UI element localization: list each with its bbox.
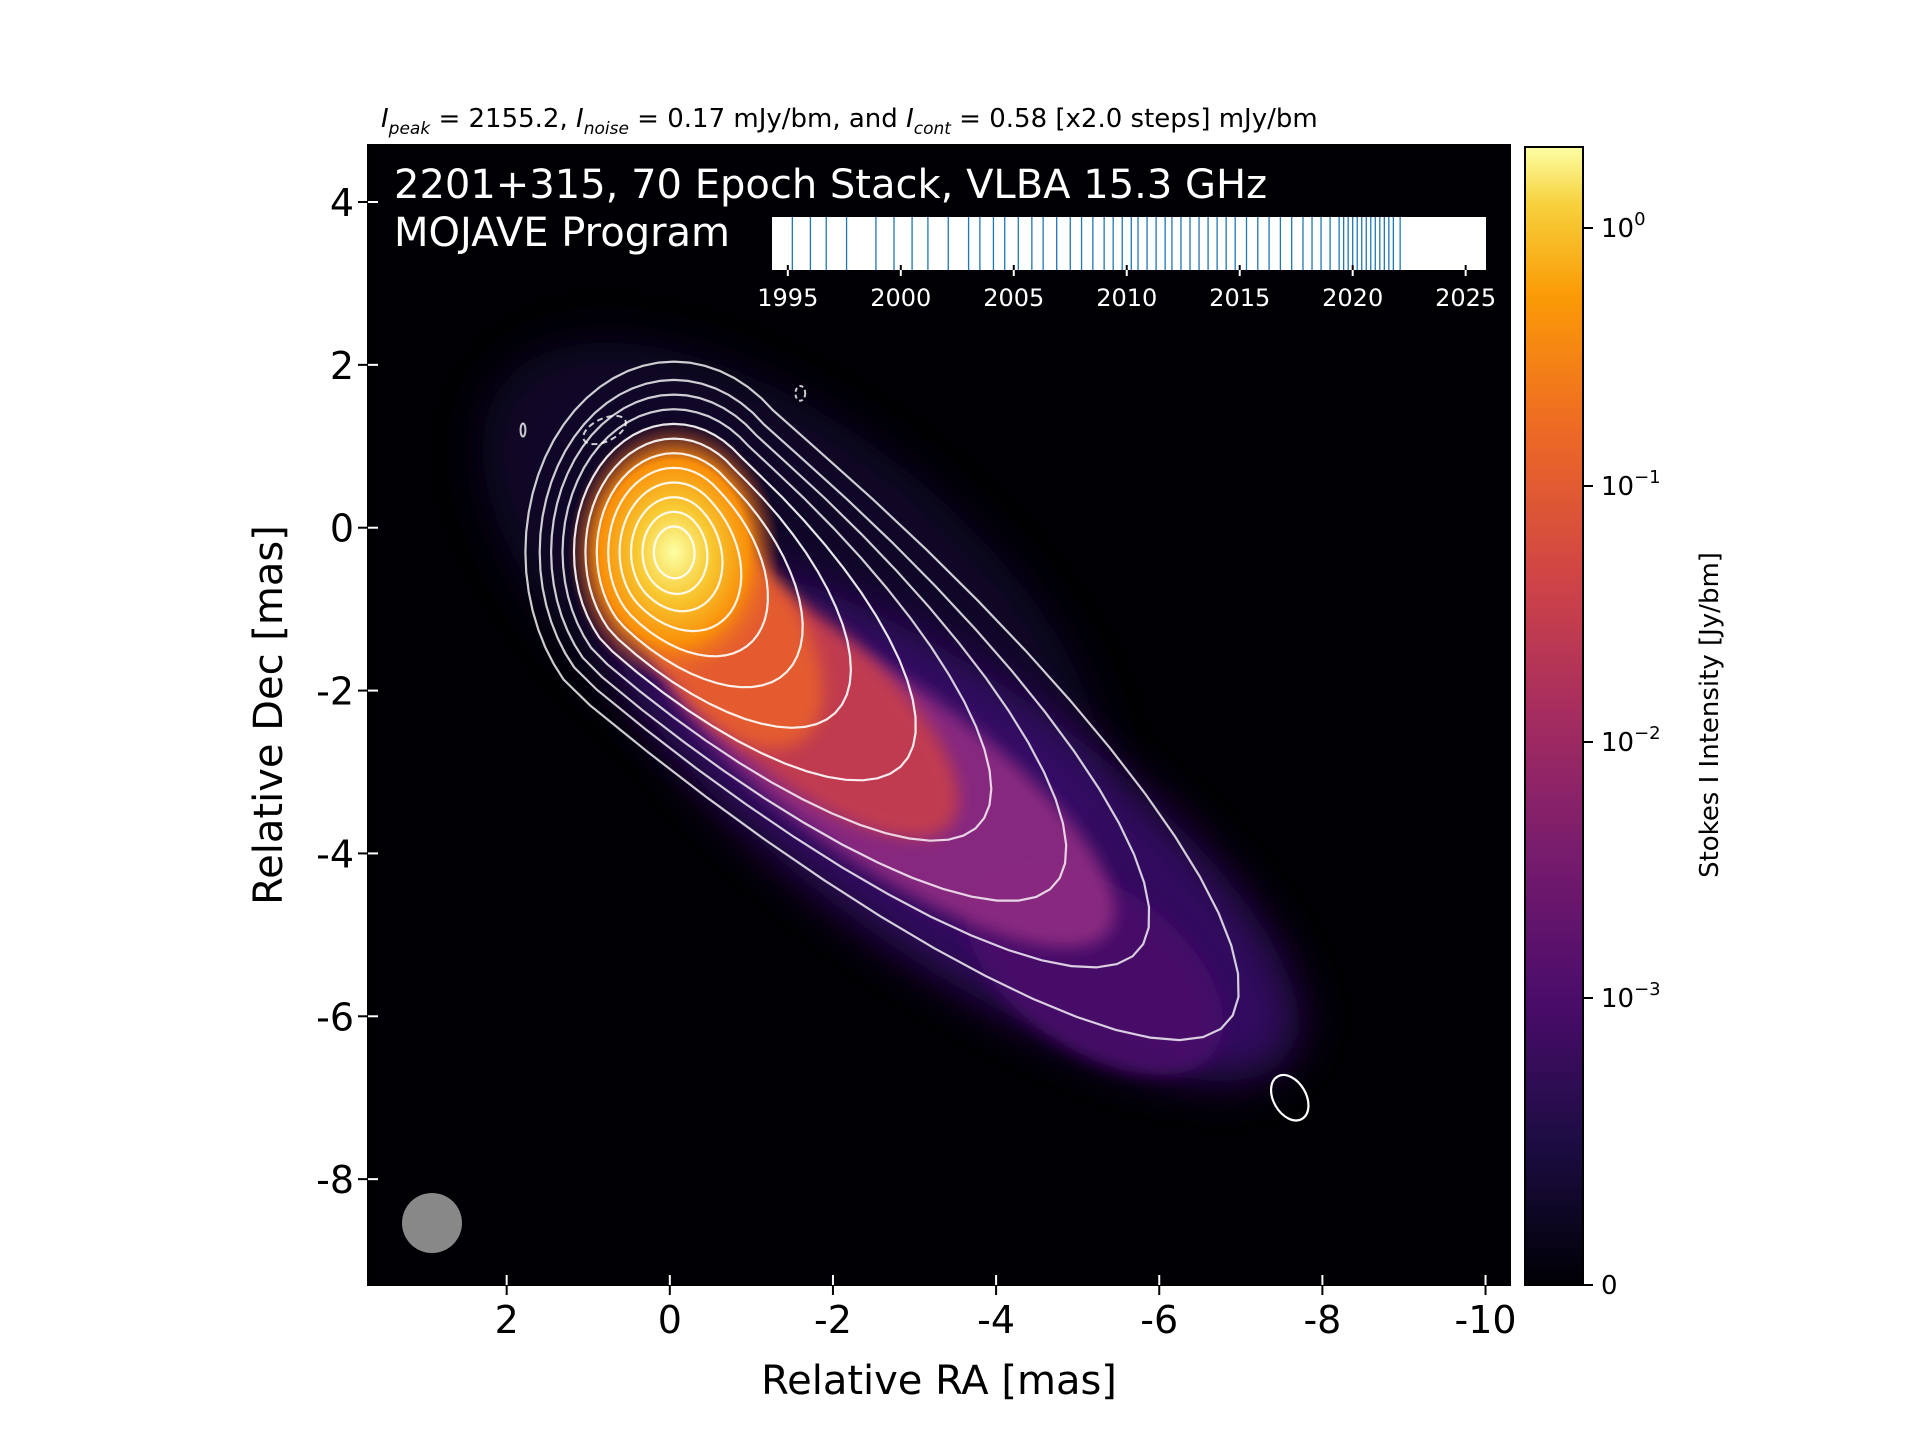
contour-level [1269, 1073, 1310, 1122]
image-panel [367, 144, 1511, 1286]
timeline-tick-label: 2000 [870, 284, 931, 312]
x-axis: 2 0 -2 -4 -6 -8 -10 [495, 1275, 1517, 1342]
timeline-tick-label: 2025 [1435, 284, 1496, 312]
x-tick-label: -4 [977, 1298, 1015, 1342]
contour-level [519, 422, 527, 438]
colorbar-tick-label: 10−1 [1601, 467, 1661, 502]
contour-level [584, 437, 853, 729]
y-tick-label: -8 [316, 1158, 354, 1202]
y-tick-label: -2 [316, 670, 354, 714]
x-tick-label: -6 [1140, 1298, 1178, 1342]
header-stats: Ipeak = 2155.2, Inoise = 0.17 mJy/bm, an… [381, 104, 1318, 139]
negative-contour [794, 385, 807, 402]
contour-level [572, 422, 917, 782]
colorbar-tick-label: 10−2 [1601, 723, 1661, 758]
contour-level [524, 360, 1240, 1042]
y-axis-label: Relative Dec [mas] [246, 525, 292, 905]
colorbar: 100 10−1 10−2 10−3 0 Stokes I Intensity [Jy/… [1524, 146, 1725, 1301]
contour-level [652, 525, 696, 580]
colorbar-label: Stokes I Intensity [Jy/bm] [1695, 552, 1725, 878]
x-tick-label: -8 [1303, 1298, 1341, 1342]
core-emission [567, 421, 780, 683]
plot-frame [367, 144, 1511, 1286]
colorbar-tick-label: 100 [1601, 209, 1646, 244]
negative-contour [582, 414, 627, 446]
y-axis: 4 2 0 -2 -4 -6 -8 [316, 181, 378, 1202]
x-tick-label: 2 [495, 1298, 519, 1342]
contour-level [538, 378, 1151, 969]
contour-level [607, 466, 769, 658]
timeline-tick-label: 2020 [1322, 284, 1383, 312]
contour-level [561, 408, 993, 842]
timeline-tick-label: 2005 [983, 284, 1044, 312]
colorbar-gradient [1524, 146, 1584, 1286]
contour-level [618, 481, 743, 633]
x-tick-label: -10 [1454, 1298, 1516, 1342]
x-tick-label: -2 [814, 1298, 852, 1342]
contours [519, 360, 1310, 1122]
contour-level [595, 452, 804, 689]
colorbar-tick-label: 10−3 [1601, 979, 1661, 1014]
y-tick-label: 0 [330, 507, 354, 551]
x-tick-label: 0 [658, 1298, 682, 1342]
beam-ellipse [402, 1193, 462, 1253]
x-axis-label: Relative RA [mas] [761, 1358, 1117, 1404]
contour-level [629, 496, 724, 613]
y-tick-label: 2 [330, 344, 354, 388]
timeline-tick-label: 1995 [757, 284, 818, 312]
overlay-title-line1: 2201+315, 70 Epoch Stack, VLBA 15.3 GHz [394, 162, 1267, 208]
contour-level [641, 510, 709, 596]
timeline-tick-label: 2010 [1096, 284, 1157, 312]
colorbar-tick-label: 0 [1601, 1271, 1618, 1301]
y-tick-label: 4 [330, 181, 354, 225]
epoch-timeline: 1995 2000 2005 2010 2015 2020 2025 [757, 217, 1496, 312]
y-tick-label: -4 [316, 832, 354, 876]
overlay-title-line2: MOJAVE Program [394, 210, 730, 256]
timeline-tick-label: 2015 [1209, 284, 1270, 312]
timeline-box [772, 217, 1486, 270]
y-tick-label: -6 [316, 995, 354, 1039]
